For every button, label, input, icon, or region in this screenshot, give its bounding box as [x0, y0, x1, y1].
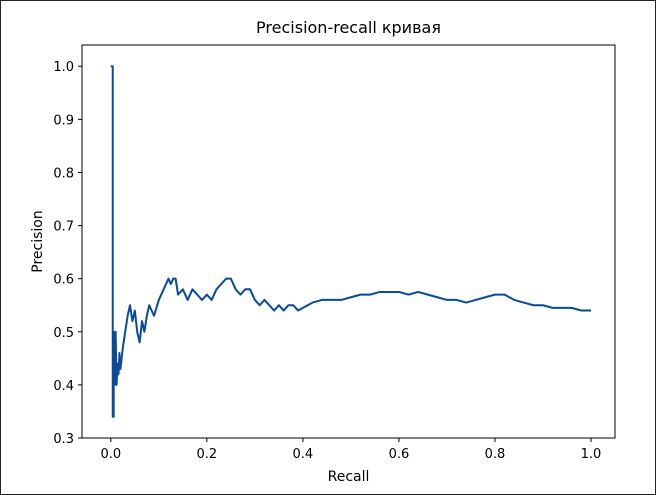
y-tick-label: 0.6 [53, 273, 74, 288]
y-tick-label: 0.8 [53, 166, 74, 181]
x-tick-label: 0.2 [197, 447, 218, 462]
axes-frame [81, 44, 616, 439]
y-tick-label: 0.4 [53, 379, 74, 394]
x-tick-label: 0.6 [389, 447, 410, 462]
chart-title: Precision-recall кривая [256, 18, 441, 37]
y-axis-label: Precision [30, 210, 46, 272]
x-tick-label: 0.0 [100, 447, 121, 462]
x-tick-label: 1.0 [581, 447, 602, 462]
pr-curve-line [110, 65, 591, 418]
x-tick-label: 0.8 [485, 447, 506, 462]
y-tick-label: 0.5 [53, 326, 74, 341]
x-tick-label: 0.4 [293, 447, 314, 462]
y-tick-label: 0.3 [53, 432, 74, 447]
y-tick-label: 0.9 [53, 113, 74, 128]
x-axis-label: Recall [328, 469, 370, 485]
y-tick-label: 0.7 [53, 220, 74, 235]
y-tick-label: 1.0 [53, 60, 74, 75]
plot-area: 0.0 0.2 0.4 0.6 0.8 1.0 0.3 0.4 0.5 0.6 0.7 0.8 0.9 1… [53, 44, 616, 462]
